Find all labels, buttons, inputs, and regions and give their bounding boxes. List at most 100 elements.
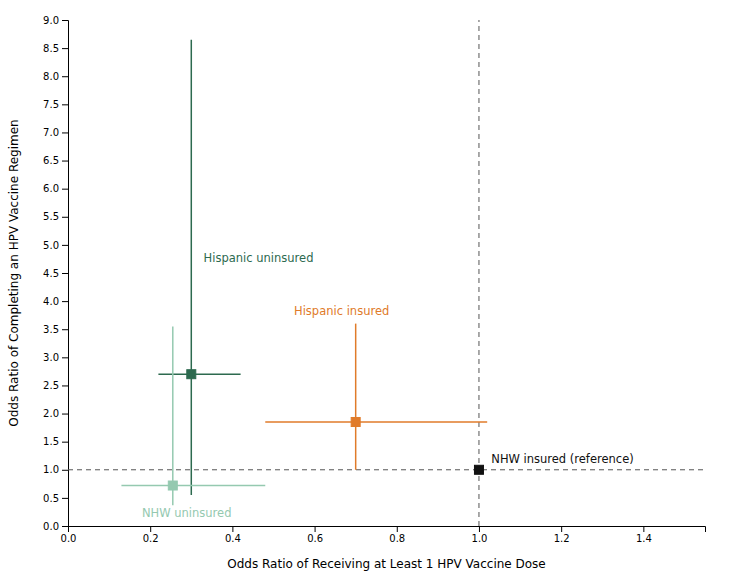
y-tick-mark xyxy=(62,245,68,246)
y-tick-mark xyxy=(62,161,68,162)
y-tick: 9.0 xyxy=(43,15,68,26)
y-tick-label: 6.0 xyxy=(43,183,59,194)
y-tick-label: 3.0 xyxy=(43,352,59,363)
y-tick-mark xyxy=(62,189,68,190)
point-label: NHW uninsured xyxy=(142,506,231,520)
y-tick: 3.5 xyxy=(43,324,68,335)
y-tick-mark xyxy=(62,48,68,49)
y-tick-label: 8.5 xyxy=(43,43,59,54)
x-tick-mark xyxy=(150,526,151,532)
y-tick: 1.5 xyxy=(43,436,68,447)
y-tick-mark xyxy=(62,76,68,77)
y-tick: 2.5 xyxy=(43,380,68,391)
y-tick: 6.5 xyxy=(43,155,68,166)
x-error-bar xyxy=(265,421,487,423)
y-tick-mark xyxy=(62,526,68,527)
y-tick-label: 6.5 xyxy=(43,155,59,166)
y-tick-label: 4.0 xyxy=(43,296,59,307)
x-tick-label: 0.4 xyxy=(225,533,241,544)
y-tick-label: 7.0 xyxy=(43,127,59,138)
point-label: Hispanic insured xyxy=(294,304,389,318)
y-tick-mark xyxy=(62,329,68,330)
reference-line-x xyxy=(478,20,479,526)
x-tick: 1.2 xyxy=(554,526,570,544)
y-tick: 6.0 xyxy=(43,183,68,194)
y-tick-mark xyxy=(62,217,68,218)
y-tick: 7.5 xyxy=(43,99,68,110)
point-group xyxy=(121,326,265,505)
point xyxy=(351,417,360,426)
y-tick-label: 2.0 xyxy=(43,408,59,419)
x-tick-label: 0.2 xyxy=(143,533,159,544)
plot: 0.0 0.2 0.4 0.6 0.8 1.0 1.2 1.4 0.0 0.5 1.0 1.5 2.0 2… xyxy=(43,15,705,544)
x-tick: 0.6 xyxy=(307,526,323,544)
y-tick-mark xyxy=(62,132,68,133)
x-tick-mark xyxy=(397,526,398,532)
point-label: NHW insured (reference) xyxy=(491,452,633,466)
y-tick-mark xyxy=(62,414,68,415)
y-tick-label: 3.5 xyxy=(43,324,59,335)
y-tick: 2.0 xyxy=(43,408,68,419)
point-label: Hispanic uninsured xyxy=(204,251,314,265)
y-tick-mark xyxy=(62,20,68,21)
x-tick: 0.0 xyxy=(61,526,77,544)
y-tick-label: 7.5 xyxy=(43,99,59,110)
x-tick-label: 1.4 xyxy=(636,533,652,544)
y-error-bar xyxy=(172,326,174,505)
x-tick-label: 0.8 xyxy=(389,533,405,544)
y-axis: 0.0 0.5 1.0 1.5 2.0 2.5 3.0 3.5 4.0 4.5 5.0 5.5 6.0 6… xyxy=(43,15,68,532)
point xyxy=(474,465,483,474)
y-tick-label: 5.5 xyxy=(43,211,59,222)
y-tick-label: 2.5 xyxy=(43,380,59,391)
y-tick: 5.0 xyxy=(43,240,68,251)
y-tick-mark xyxy=(62,357,68,358)
x-tick-mark xyxy=(643,526,644,532)
y-tick: 0.0 xyxy=(43,521,68,532)
x-tick-label: 0.6 xyxy=(307,533,323,544)
x-axis-title: Odds Ratio of Receiving at Least 1 HPV V… xyxy=(227,557,546,571)
y-tick: 8.0 xyxy=(43,71,68,82)
x-tick-mark xyxy=(315,526,316,532)
y-tick-mark xyxy=(62,498,68,499)
y-tick: 7.0 xyxy=(43,127,68,138)
x-axis: 0.0 0.2 0.4 0.6 0.8 1.0 1.2 1.4 xyxy=(61,526,706,544)
y-tick: 5.5 xyxy=(43,211,68,222)
y-tick-mark xyxy=(62,104,68,105)
y-tick: 0.5 xyxy=(43,493,68,504)
x-tick: 0.2 xyxy=(143,526,159,544)
y-axis-title: Odds Ratio of Completing an HPV Vaccine … xyxy=(7,119,21,426)
x-tick-mark xyxy=(479,526,480,532)
x-tick: 0.4 xyxy=(225,526,241,544)
x-tick-label: 1.2 xyxy=(554,533,570,544)
y-tick-label: 1.5 xyxy=(43,436,59,447)
point xyxy=(168,481,177,490)
x-tick-label: 0.0 xyxy=(61,533,77,544)
y-tick-label: 0.5 xyxy=(43,493,59,504)
point-group xyxy=(474,465,483,474)
y-tick-mark xyxy=(62,273,68,274)
x-error-bar xyxy=(158,373,240,375)
y-axis-line xyxy=(62,21,69,527)
marks xyxy=(68,20,705,526)
y-tick: 1.0 xyxy=(43,464,68,475)
x-tick: 1.0 xyxy=(472,526,488,544)
y-tick-label: 5.0 xyxy=(43,240,59,251)
y-tick-label: 8.0 xyxy=(43,71,59,82)
y-tick-mark xyxy=(62,470,68,471)
point xyxy=(187,370,196,379)
x-tick-mark xyxy=(561,526,562,532)
y-tick: 3.0 xyxy=(43,352,68,363)
chart: 0.0 0.2 0.4 0.6 0.8 1.0 1.2 1.4 0.0 0.5 1.0 1.5 2.0 2… xyxy=(0,0,729,582)
y-error-bar xyxy=(191,40,193,495)
y-tick-label: 1.0 xyxy=(43,464,59,475)
y-tick-label: 9.0 xyxy=(43,15,59,26)
point-group xyxy=(265,324,487,470)
x-axis-line xyxy=(69,527,706,533)
point-group xyxy=(158,40,240,495)
y-tick-mark xyxy=(62,301,68,302)
y-tick: 4.5 xyxy=(43,268,68,279)
x-error-bar xyxy=(121,485,265,487)
y-tick: 4.0 xyxy=(43,296,68,307)
point-labels: Hispanic uninsured NHW uninsured Hispanic … xyxy=(142,251,634,520)
x-tick: 0.8 xyxy=(389,526,405,544)
